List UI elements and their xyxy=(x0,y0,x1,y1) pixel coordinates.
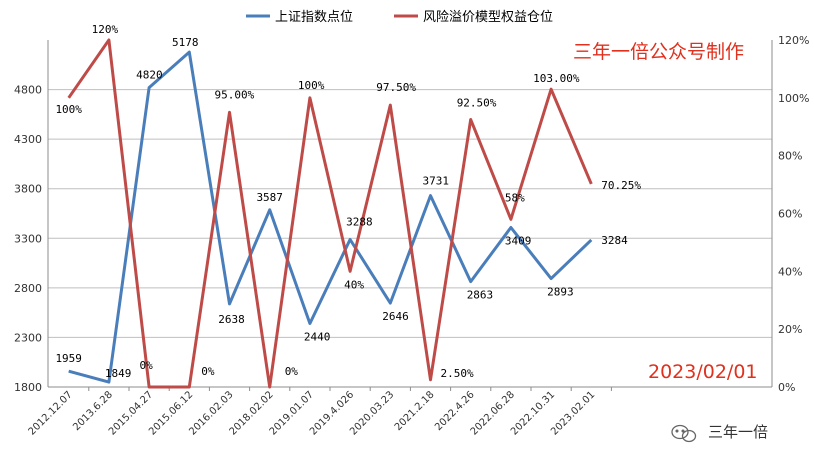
data-label-equity: 103.00% xyxy=(533,72,580,85)
data-label-equity: 92.50% xyxy=(457,97,497,110)
data-label-equity: 0% xyxy=(201,365,215,378)
y-left-tick-label: 2300 xyxy=(14,331,42,344)
y-left-tick-label: 4800 xyxy=(14,84,42,97)
data-label-equity: 2.50% xyxy=(441,367,474,380)
data-label-index: 4820 xyxy=(136,69,163,82)
gridlines xyxy=(48,89,772,388)
series-line-index xyxy=(68,50,593,384)
data-label-index: 2893 xyxy=(547,286,574,299)
data-label-index: 3288 xyxy=(346,215,373,228)
y-right-tick-label: 100% xyxy=(778,92,809,105)
y-left-tick-label: 3300 xyxy=(14,232,42,245)
y-right-tick-label: 20% xyxy=(778,323,802,336)
data-label-equity: 0% xyxy=(285,365,299,378)
data-label-index: 2863 xyxy=(467,289,494,302)
y-right-tick-label: 80% xyxy=(778,150,802,163)
wechat-icon xyxy=(671,424,697,443)
data-label-index: 3731 xyxy=(423,175,450,188)
watermark-text: 三年一倍 xyxy=(708,423,768,441)
data-label-index: 2638 xyxy=(218,313,245,326)
date-annotation: 2023/02/01 xyxy=(648,361,758,383)
data-label-equity: 97.50% xyxy=(376,81,416,94)
data-label-equity: 40% xyxy=(344,278,364,291)
data-label-equity: 0% xyxy=(139,359,153,372)
y-left-tick-label: 2800 xyxy=(14,282,42,295)
y-left-tick-label: 1800 xyxy=(14,381,42,394)
y-left-tick-label: 4300 xyxy=(14,133,42,146)
y-axis-right-ticks: 0% 20% 40% 60% 80% 100% 120% xyxy=(778,34,809,394)
data-label-equity: 95.00% xyxy=(215,88,255,101)
data-label-index: 3284 xyxy=(601,234,628,247)
y-right-tick-label: 0% xyxy=(778,381,795,394)
data-label-equity: 120% xyxy=(92,23,119,36)
data-label-equity: 100% xyxy=(55,103,82,116)
series-lines xyxy=(67,38,593,389)
data-label-equity: 70.25% xyxy=(601,179,641,192)
series-line-equity xyxy=(67,38,593,389)
legend-label-index: 上证指数点位 xyxy=(275,10,353,25)
watermark: 三年一倍 xyxy=(671,423,768,443)
data-label-index: 2440 xyxy=(304,331,331,344)
data-label-index: 1959 xyxy=(55,352,82,365)
data-label-index: 3587 xyxy=(256,191,283,204)
y-axis-left-ticks: 1800 2300 2800 3300 3800 4300 4800 xyxy=(14,84,42,394)
y-right-tick-label: 120% xyxy=(778,34,809,47)
data-label-index: 5178 xyxy=(172,36,199,49)
data-label-equity: 100% xyxy=(298,79,325,92)
legend-label-equity: 风险溢价模型权益仓位 xyxy=(423,9,553,25)
data-label-index: 3409 xyxy=(505,234,532,247)
data-label-equity: 58% xyxy=(505,191,525,204)
y-left-tick-label: 3800 xyxy=(14,183,42,196)
data-label-index: 2646 xyxy=(382,310,409,323)
y-right-tick-label: 40% xyxy=(778,265,802,278)
y-right-tick-label: 60% xyxy=(778,208,802,221)
brand-annotation: 三年一倍公众号制作 xyxy=(573,41,744,63)
legend: 上证指数点位 风险溢价模型权益仓位 xyxy=(246,9,553,25)
data-label-index: 1849 xyxy=(105,367,131,380)
data-labels: 1959 1849 4820 5178 2638 3587 2440 3288 2646 3731… xyxy=(55,23,641,380)
